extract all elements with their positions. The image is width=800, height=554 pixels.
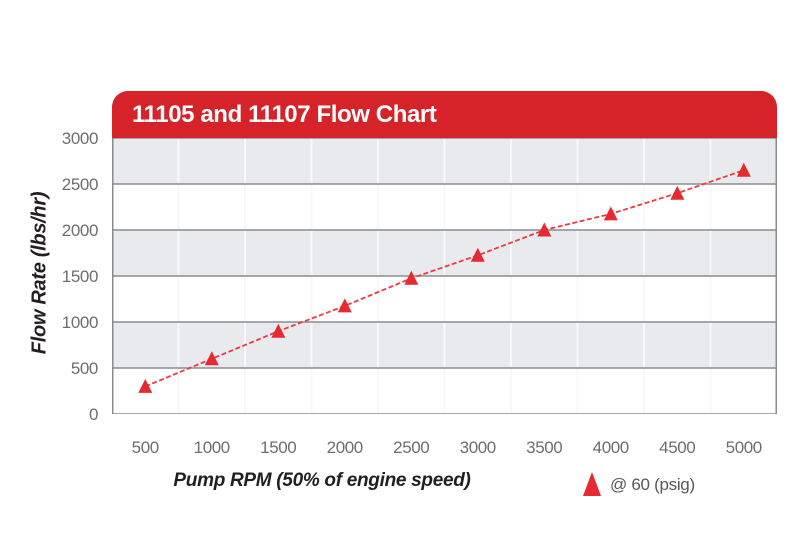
chart-title: 11105 and 11107 Flow Chart [132, 100, 437, 128]
x-tick-label: 1500 [260, 438, 297, 457]
x-tick-label: 4000 [592, 438, 630, 457]
y-tick-label: 0 [88, 405, 98, 424]
x-tick-label: 3000 [459, 438, 497, 457]
x-axis-title: Pump RPM (50% of engine speed) [173, 470, 471, 491]
y-tick-label: 3000 [61, 129, 99, 148]
chart-title-banner: 11105 and 11107 Flow Chart [112, 91, 777, 138]
legend-label: @ 60 (psig) [610, 475, 695, 494]
x-tick-label: 2500 [393, 438, 430, 457]
x-tick-label: 4500 [659, 438, 696, 457]
x-tick-label: 500 [131, 438, 160, 457]
x-tick-label: 2000 [326, 438, 364, 457]
y-tick-label: 2500 [61, 175, 99, 194]
plot-area [112, 138, 777, 414]
y-tick-label: 1000 [61, 313, 99, 332]
y-tick-label: 2000 [61, 221, 99, 240]
x-tick-label: 1000 [193, 438, 231, 457]
x-tick-label: 3500 [526, 438, 563, 457]
y-tick-label: 500 [70, 359, 99, 378]
y-axis-title: Flow Rate (lbs/hr) [28, 191, 51, 355]
legend-triangle-icon [583, 472, 601, 496]
legend: @ 60 (psig) [583, 469, 695, 496]
y-tick-label: 1500 [61, 267, 99, 286]
x-tick-label: 5000 [725, 438, 763, 457]
